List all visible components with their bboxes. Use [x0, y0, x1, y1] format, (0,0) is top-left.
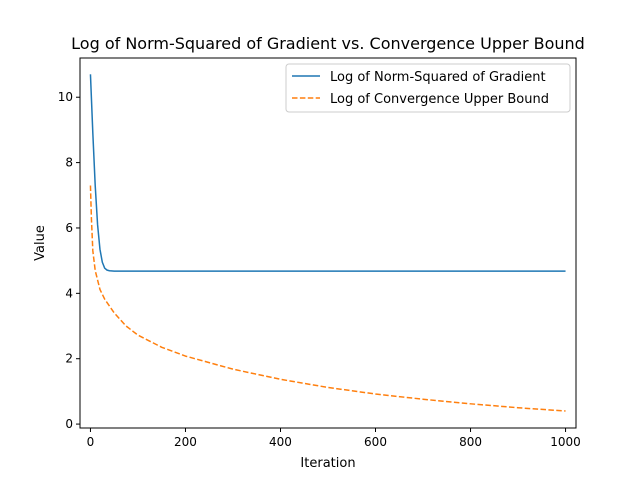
x-tick-label-4: 800 — [459, 435, 482, 449]
y-tick-label-3: 6 — [65, 221, 73, 235]
y-axis-ticks: 0 2 4 6 8 10 — [58, 90, 80, 431]
legend: Log of Norm-Squared of Gradient Log of C… — [285, 63, 571, 113]
legend-label-upper-bound: Log of Convergence Upper Bound — [330, 92, 549, 107]
series-line-0 — [89, 74, 566, 272]
x-tick-label-5: 1000 — [550, 435, 581, 449]
y-axis-label: Value — [33, 225, 48, 261]
x-tick-label-3: 600 — [364, 435, 387, 449]
y-tick-label-0: 0 — [65, 417, 73, 431]
chart-title: Log of Norm-Squared of Gradient vs. Conv… — [71, 34, 585, 53]
y-tick-label-5: 10 — [58, 90, 73, 104]
x-axis-ticks: 0 200 400 600 800 1000 — [87, 428, 581, 449]
legend-label-gradient: Log of Norm-Squared of Gradient — [330, 70, 546, 85]
x-tick-label-2: 400 — [269, 435, 292, 449]
series-line-1 — [89, 185, 566, 412]
y-tick-label-1: 2 — [65, 352, 73, 366]
y-tick-label-4: 8 — [65, 156, 73, 170]
x-tick-label-1: 200 — [174, 435, 197, 449]
legend-box — [285, 63, 571, 113]
x-axis-label: Iteration — [300, 456, 355, 471]
x-tick-label-0: 0 — [87, 435, 95, 449]
plot-area-frame — [79, 57, 577, 429]
series-layer — [89, 74, 566, 412]
y-tick-label-2: 4 — [65, 286, 73, 300]
